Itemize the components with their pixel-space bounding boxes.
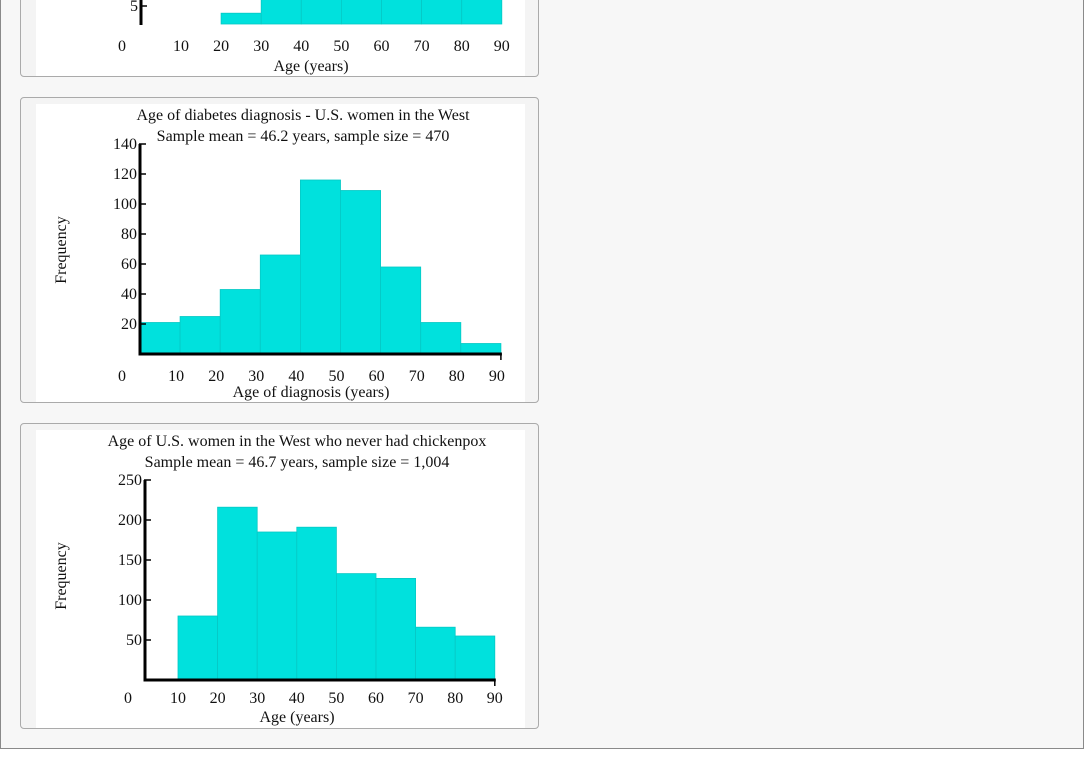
bar-20-30	[220, 12, 262, 25]
bar-30-40	[259, 254, 301, 355]
x-tick-label: 0	[124, 690, 132, 707]
histogram-3: Age of U.S. women in the West who never …	[36, 430, 525, 728]
y-tick-label: 200	[118, 512, 142, 529]
y-tick-label: 40	[121, 286, 137, 303]
x-tick-label: 90	[487, 690, 503, 707]
bars-group	[139, 179, 502, 355]
x-tick-label: 70	[409, 368, 425, 385]
bar-50-60	[340, 190, 381, 355]
x-ticks-group: 0 10 20 30 40 50 60 70 80 90	[118, 354, 505, 385]
bar-30-40	[260, 0, 302, 25]
x-tick-label: 40	[289, 690, 305, 707]
x-tick-label: 70	[414, 38, 430, 55]
histogram-card-1: 5 0 10 20 30 40 50 60 70 80 90 Age (years)	[20, 0, 539, 77]
bar-60-70	[380, 266, 422, 355]
x-tick-label: 90	[494, 38, 510, 55]
x-tick-label: 60	[369, 368, 385, 385]
y-tick-label: 60	[121, 256, 137, 273]
bar-60-70	[375, 577, 416, 681]
y-tick-label: 150	[118, 552, 142, 569]
page-panel: 5 0 10 20 30 40 50 60 70 80 90 Age (years) Age of…	[0, 0, 1084, 749]
x-tick-label: 0	[118, 38, 126, 55]
x-tick-label: 30	[253, 38, 269, 55]
bar-10-20	[179, 316, 221, 355]
bars-group	[177, 506, 496, 681]
x-tick-label: 60	[368, 690, 384, 707]
y-axis-label: Frequency	[53, 542, 70, 610]
x-tick-label: 10	[173, 38, 189, 55]
bar-40-50	[296, 526, 337, 681]
y-ticks-group: 20 40 60 80 100 120 140	[113, 136, 146, 333]
bar-50-60	[340, 0, 382, 25]
bar-20-30	[219, 289, 261, 355]
y-tick-label: 20	[121, 316, 137, 333]
x-tick-label: 50	[329, 368, 345, 385]
bar-70-80	[415, 626, 456, 681]
x-tick-label: 30	[248, 368, 264, 385]
bar-20-30	[217, 506, 258, 681]
histogram-card-3: Age of U.S. women in the West who never …	[20, 423, 539, 729]
x-tick-label: 80	[447, 690, 463, 707]
x-tick-label: 20	[213, 38, 229, 55]
x-tick-label: 70	[408, 690, 424, 707]
chart-subtitle: Sample mean = 46.7 years, sample size = …	[145, 454, 450, 471]
x-tick-label: 80	[454, 38, 470, 55]
bar-70-80	[420, 322, 462, 355]
chart-subtitle: Sample mean = 46.2 years, sample size = …	[157, 128, 450, 145]
chart-title: Age of U.S. women in the West who never …	[108, 433, 487, 450]
x-tick-label: 80	[449, 368, 465, 385]
histogram-2: Age of diabetes diagnosis - U.S. women i…	[36, 104, 525, 402]
x-axis-label: Age (years)	[273, 58, 348, 75]
x-tick-label: 40	[293, 38, 309, 55]
y-ticks-group: 50 100 150 200 250	[118, 472, 151, 649]
x-axis-label: Age (years)	[259, 709, 334, 726]
x-tick-label: 10	[168, 368, 184, 385]
x-ticks-group: 0 10 20 30 40 50 60 70 80 90	[118, 38, 510, 55]
bars-group	[220, 0, 503, 25]
y-tick-label: 120	[113, 166, 137, 183]
y-tick-label: 50	[126, 632, 142, 649]
y-tick-label: 5	[130, 0, 138, 15]
bar-10-20	[177, 615, 218, 681]
histogram-card-2: Age of diabetes diagnosis - U.S. women i…	[20, 97, 539, 403]
x-ticks-group: 0 10 20 30 40 50 60 70 80 90	[124, 680, 503, 707]
x-tick-label: 50	[333, 38, 349, 55]
x-tick-label: 20	[210, 690, 226, 707]
y-tick-label: 250	[118, 472, 142, 489]
x-tick-label: 40	[288, 368, 304, 385]
bar-0-10	[139, 322, 181, 355]
histogram-1: 5 0 10 20 30 40 50 60 70 80 90 Age (years)	[36, 0, 525, 76]
x-tick-label: 60	[374, 38, 390, 55]
plot-background	[36, 104, 525, 402]
y-tick-label: 100	[113, 196, 137, 213]
bar-80-90	[461, 0, 503, 25]
y-tick-label: 80	[121, 226, 137, 243]
y-axis-label: Frequency	[53, 216, 70, 284]
bar-80-90	[454, 635, 496, 681]
x-axis-label: Age of diagnosis (years)	[233, 384, 390, 401]
bar-40-50	[299, 179, 341, 355]
y-tick-label: 100	[118, 592, 142, 609]
x-tick-label: 10	[170, 690, 186, 707]
x-tick-label: 50	[328, 690, 344, 707]
y-tick-label: 140	[113, 136, 137, 153]
x-tick-label: 0	[118, 368, 126, 385]
bar-80-90	[460, 343, 502, 355]
bar-70-80	[421, 0, 463, 25]
x-tick-label: 30	[249, 690, 265, 707]
bar-30-40	[256, 531, 298, 681]
bar-50-60	[335, 573, 377, 681]
bar-40-50	[300, 0, 342, 25]
x-tick-label: 20	[208, 368, 224, 385]
x-tick-label: 90	[489, 368, 505, 385]
chart-title: Age of diabetes diagnosis - U.S. women i…	[136, 107, 470, 124]
bar-60-70	[381, 0, 422, 25]
